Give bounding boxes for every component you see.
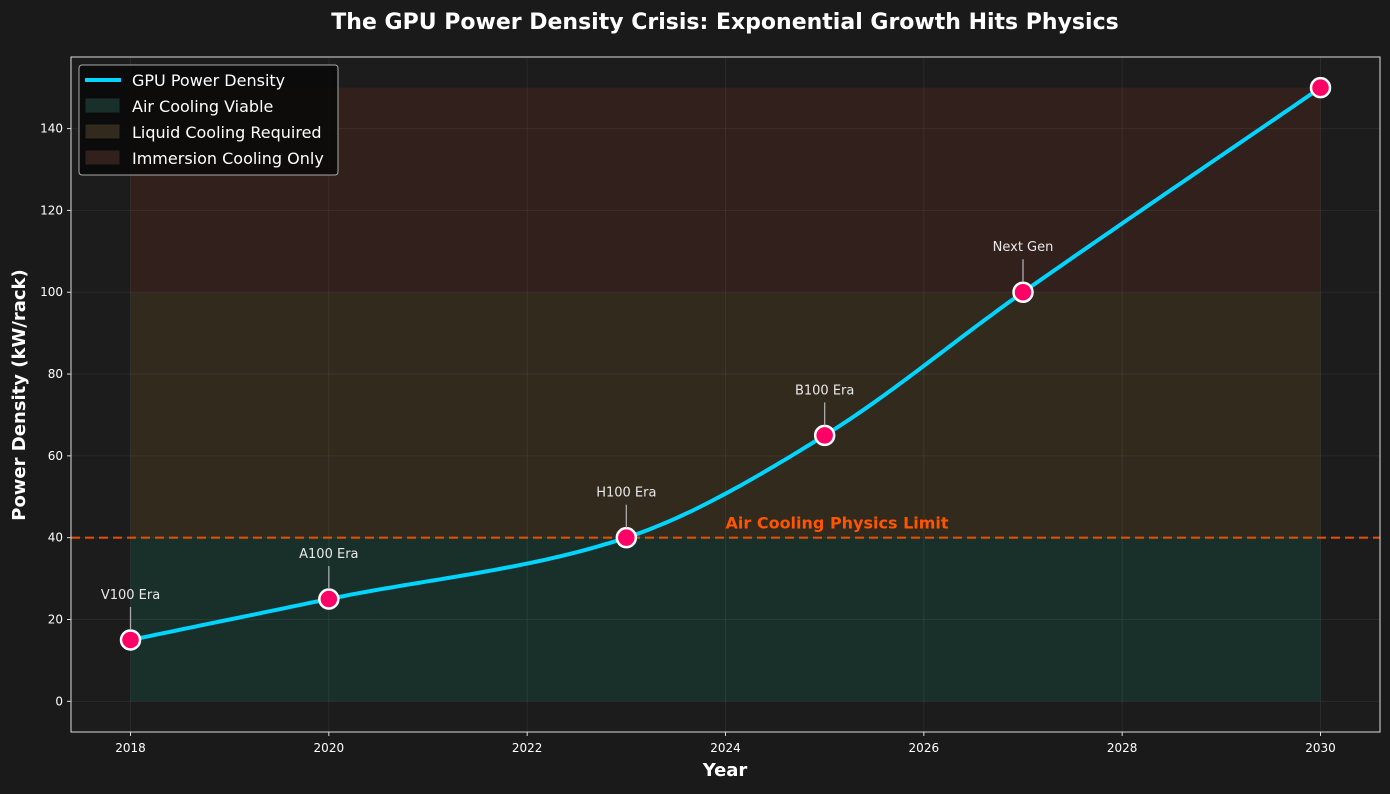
annotation-label: A100 Era [299, 547, 358, 562]
legend-box [78, 64, 339, 176]
zone-1 [130, 292, 1321, 538]
y-tick-label: 120 [40, 203, 63, 217]
y-tick-label: 140 [40, 122, 63, 136]
x-tick-label: 2026 [909, 741, 940, 755]
legend-label: Immersion Cooling Only [132, 149, 324, 168]
series-line [128, 85, 1323, 642]
x-tick-label: 2024 [710, 741, 741, 755]
x-tick-label: 2018 [115, 741, 146, 755]
data-point [1012, 281, 1034, 303]
y-tick-label: 40 [48, 531, 63, 545]
legend: GPU Power Density Air Cooling Viable Liqui… [78, 64, 339, 176]
data-point [615, 526, 638, 549]
x-tick-label: 2020 [314, 741, 345, 755]
y-tick-label: 100 [40, 285, 63, 299]
legend-swatch-0 [85, 98, 120, 113]
plot-frame [70, 56, 1381, 733]
x-axis-label: Year [702, 760, 748, 781]
data-point [1309, 76, 1332, 99]
threshold-label: Air Cooling Physics Limit [726, 514, 949, 533]
legend-label: Liquid Cooling Required [132, 123, 322, 142]
legend-label: Air Cooling Viable [132, 97, 273, 116]
annotation-label: Next Gen [993, 240, 1054, 255]
y-tick-label: 80 [48, 367, 63, 381]
legend-swatch-2 [85, 150, 120, 165]
legend-label: GPU Power Density [132, 71, 285, 90]
zone-0 [130, 537, 1321, 702]
y-tick-label: 0 [55, 694, 63, 708]
x-tick-label: 2028 [1107, 741, 1138, 755]
chart-title: The GPU Power Density Crisis: Exponentia… [331, 10, 1118, 35]
data-point [813, 424, 836, 447]
x-tick-label: 2022 [512, 741, 543, 755]
legend-swatch-1 [85, 124, 120, 139]
y-axis-label: Power Density (kW/rack) [9, 269, 30, 521]
data-point [119, 629, 142, 651]
y-tick-label: 60 [48, 449, 63, 463]
data-point [318, 588, 340, 610]
x-tick-label: 2030 [1305, 741, 1336, 755]
y-tick-label: 20 [48, 613, 63, 627]
annotation-label: H100 Era [596, 486, 656, 501]
annotation-label: V100 Era [101, 588, 160, 603]
annotation-label: B100 Era [795, 383, 854, 398]
